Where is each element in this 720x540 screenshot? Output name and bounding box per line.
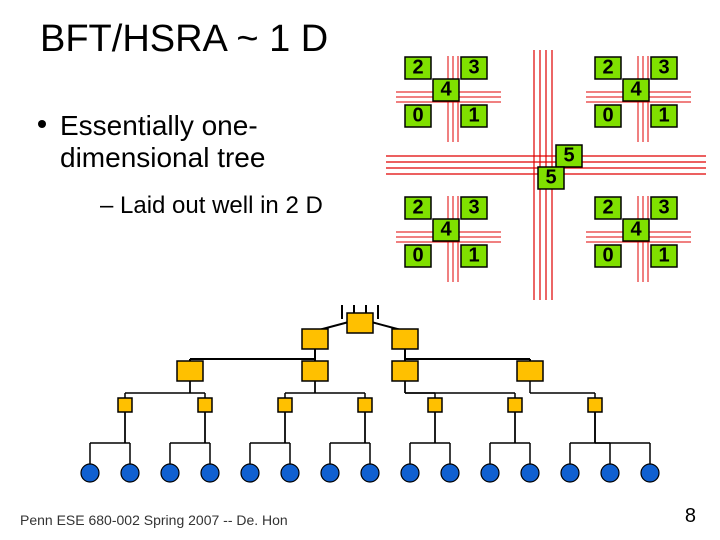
svg-text:2: 2 [412,56,423,78]
svg-text:1: 1 [468,104,479,126]
svg-text:4: 4 [630,78,642,100]
svg-text:0: 0 [412,244,423,266]
slide: BFT/HSRA ~ 1 D Essentially one- dimensio… [0,0,720,540]
svg-text:1: 1 [658,104,669,126]
svg-text:5: 5 [563,144,574,166]
bullet-2: – Laid out well in 2 D [100,192,323,220]
bullet-1-line1: Essentially one- [60,110,258,141]
svg-text:4: 4 [440,78,452,100]
svg-text:1: 1 [658,244,669,266]
layout-2d-svg: 5523401234012340123401 [386,50,706,300]
svg-text:1: 1 [468,244,479,266]
svg-text:3: 3 [468,56,479,78]
tree-svg [60,305,660,505]
svg-text:0: 0 [602,104,613,126]
bullet-dot-icon [38,120,46,128]
bullet-1-line2: dimensional tree [60,142,265,173]
tree-figure [60,305,660,505]
svg-text:5: 5 [545,166,556,188]
svg-text:3: 3 [468,196,479,218]
svg-text:3: 3 [658,196,669,218]
page-number: 8 [685,505,696,528]
svg-text:2: 2 [412,196,423,218]
svg-text:3: 3 [658,56,669,78]
svg-text:0: 0 [602,244,613,266]
svg-text:2: 2 [602,196,613,218]
svg-text:2: 2 [602,56,613,78]
svg-text:4: 4 [440,218,452,240]
bullet-1: Essentially one- dimensional tree [60,110,265,174]
footer-text: Penn ESE 680-002 Spring 2007 -- De. Hon [20,512,288,528]
svg-text:4: 4 [630,218,642,240]
svg-text:0: 0 [412,104,423,126]
slide-title: BFT/HSRA ~ 1 D [40,18,328,61]
layout-2d-figure: 5523401234012340123401 [386,50,706,300]
